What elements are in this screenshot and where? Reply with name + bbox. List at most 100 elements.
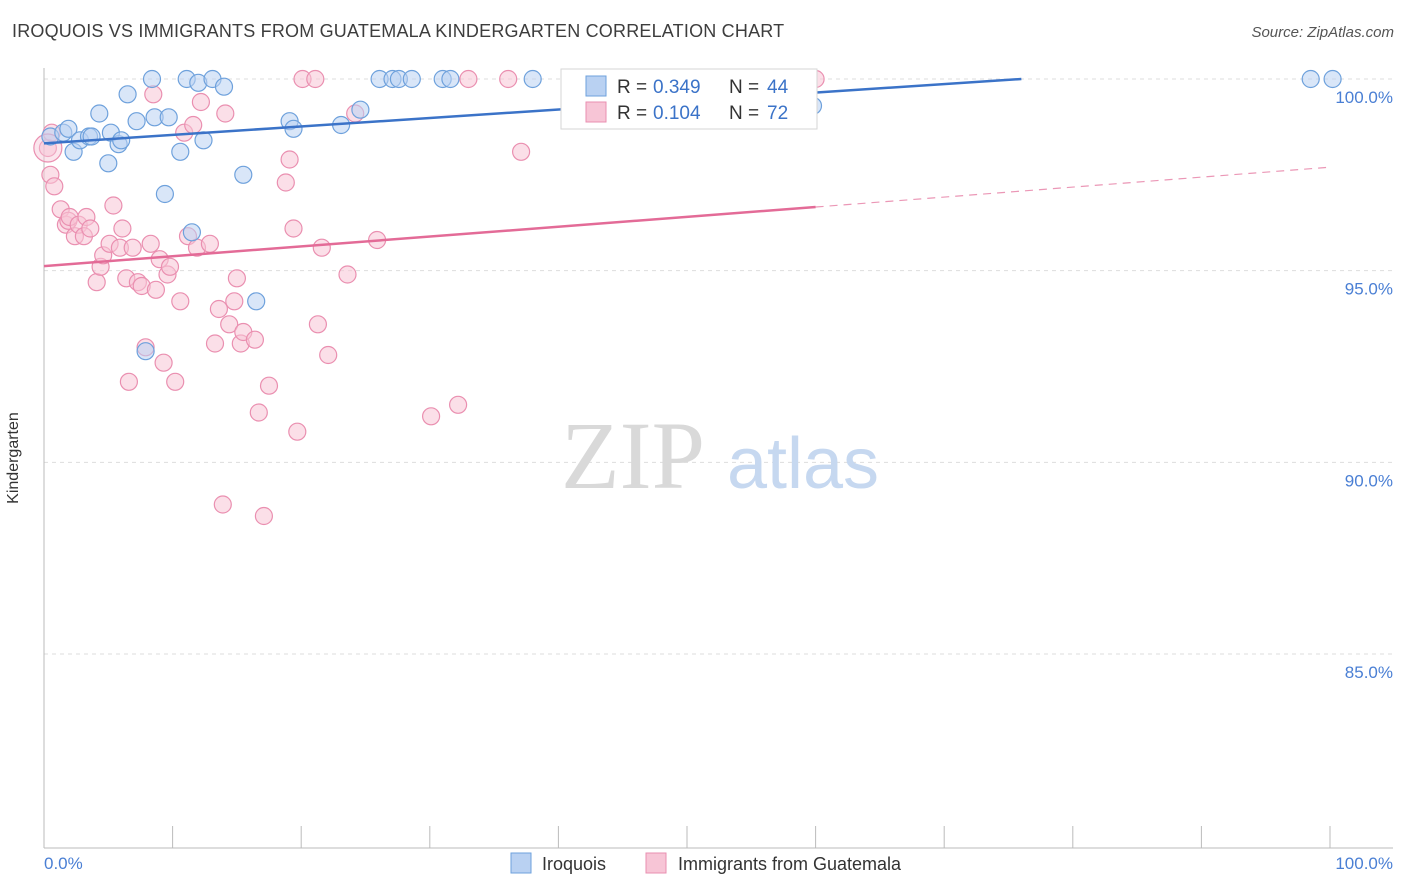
bottom-legend-label-iroquois: Iroquois	[542, 854, 606, 874]
guatemala-point-28	[146, 280, 165, 299]
guatemala-point-3	[45, 177, 64, 196]
y-tick-label-100: 100.0%	[1335, 88, 1393, 107]
guatemala-point-51	[249, 403, 268, 422]
x-tick-label-100: 100.0%	[1335, 854, 1393, 873]
bottom-legend-swatch-guatemala	[645, 852, 667, 874]
y-tick-label-95: 95.0%	[1345, 280, 1393, 299]
series-legend: Iroquois Immigrants from Guatemala	[510, 852, 902, 874]
guatemala-point-67	[449, 395, 468, 414]
iroquois-point-36	[441, 69, 460, 89]
iroquois-point-20	[182, 223, 201, 242]
guatemala-point-21	[119, 372, 138, 391]
legend-swatch-iroquois	[585, 75, 607, 97]
guatemala-point-60	[306, 69, 325, 89]
iroquois-point-18	[171, 142, 190, 161]
iroquois-point-37	[523, 69, 542, 89]
guatemala-point-27	[144, 85, 163, 104]
guatemala-point-33	[166, 372, 185, 391]
source-label: Source: ZipAtlas.com	[1251, 24, 1394, 41]
iroquois-point-13	[127, 112, 146, 131]
guatemala-point-66	[422, 407, 441, 426]
iroquois-point-12	[118, 85, 137, 104]
guatemala-point-41	[205, 334, 225, 353]
guatemala-point-22	[123, 238, 142, 257]
guatemala-point-69	[499, 69, 518, 89]
iroquois-point-17	[159, 108, 178, 127]
iroquois-point-2	[59, 119, 78, 138]
guatemala-point-12	[81, 219, 100, 238]
guatemala-point-34	[171, 292, 190, 311]
correlation-legend: R = 0.349 N = 44 R = 0.104 N = 72	[560, 68, 818, 130]
legend-r-value-1: 0.349	[653, 77, 701, 98]
legend-n-label-1: N =	[729, 77, 759, 98]
guatemala-point-52	[254, 506, 273, 526]
bottom-legend-swatch-iroquois	[510, 852, 532, 874]
iroquois-point-28	[284, 119, 303, 138]
series-iroquois-points	[41, 69, 1342, 361]
legend-n-value-1: 44	[767, 77, 789, 98]
iroquois-point-11	[112, 131, 131, 150]
guatemala-point-47	[227, 269, 246, 288]
legend-n-value-2: 72	[767, 103, 788, 124]
iroquois-trend-line	[43, 77, 1022, 145]
gridlines	[44, 78, 1393, 655]
watermark-zip: ZIP	[561, 402, 705, 509]
guatemala-point-68	[459, 69, 478, 89]
iroquois-point-8	[99, 154, 118, 173]
guatemala-point-46	[225, 292, 244, 311]
y-tick-label-90: 90.0%	[1345, 471, 1393, 490]
iroquois-point-7	[90, 104, 109, 123]
guatemala-point-19	[113, 219, 132, 238]
guatemala-point-54	[276, 173, 295, 192]
trend-lines	[43, 77, 1331, 268]
guatemala-point-70	[511, 142, 531, 161]
guatemala-point-37	[184, 115, 203, 135]
iroquois-point-24	[214, 77, 234, 96]
guatemala-point-17	[104, 196, 123, 215]
guatemala-point-56	[284, 219, 303, 238]
guatemala-point-55	[280, 150, 299, 169]
watermark-atlas: atlas	[727, 424, 879, 504]
iroquois-point-43	[136, 342, 155, 361]
legend-r-label-2: R =	[617, 103, 647, 124]
guatemala-point-30	[154, 353, 173, 372]
guatemala-point-59	[308, 315, 327, 334]
legend-r-label-1: R =	[617, 77, 647, 98]
guatemala-point-40	[200, 234, 219, 253]
guatemala-trend-line	[43, 205, 816, 268]
guatemala-point-13	[87, 273, 106, 292]
guatemala-point-43	[213, 495, 232, 514]
iroquois-point-25	[234, 165, 253, 184]
iroquois-point-26	[247, 292, 266, 311]
bottom-legend-label-guatemala: Immigrants from Guatemala	[678, 854, 902, 874]
iroquois-point-16	[155, 184, 174, 204]
x-tick-label-0: 0.0%	[44, 854, 83, 873]
guatemala-point-63	[338, 265, 357, 284]
y-tick-labels: 85.0% 90.0% 95.0% 100.0%	[1335, 88, 1393, 682]
iroquois-point-42	[1323, 69, 1342, 89]
legend-swatch-guatemala	[585, 101, 607, 123]
guatemala-point-39	[191, 92, 210, 112]
iroquois-point-30	[351, 100, 370, 119]
guatemala-point-42	[209, 299, 228, 319]
guatemala-point-50	[245, 330, 264, 349]
guatemala-point-32	[160, 257, 180, 276]
guatemala-point-62	[319, 345, 338, 365]
guatemala-point-26	[141, 234, 160, 253]
iroquois-point-41	[1301, 69, 1320, 89]
guatemala-point-44	[216, 104, 235, 123]
iroquois-point-14	[142, 69, 162, 89]
iroquois-point-6	[82, 127, 101, 146]
legend-r-value-2: 0.104	[653, 103, 701, 124]
guatemala-point-57	[288, 422, 307, 441]
guatemala-trend-extension	[815, 166, 1331, 208]
iroquois-point-34	[402, 69, 421, 89]
chart-title: IROQUOIS VS IMMIGRANTS FROM GUATEMALA KI…	[12, 21, 785, 41]
legend-n-label-2: N =	[729, 103, 759, 124]
guatemala-point-53	[259, 376, 279, 395]
axes	[43, 68, 1393, 849]
guatemala-point-45	[220, 315, 239, 334]
y-tick-label-85: 85.0%	[1345, 663, 1393, 682]
series-guatemala-points	[33, 69, 825, 526]
